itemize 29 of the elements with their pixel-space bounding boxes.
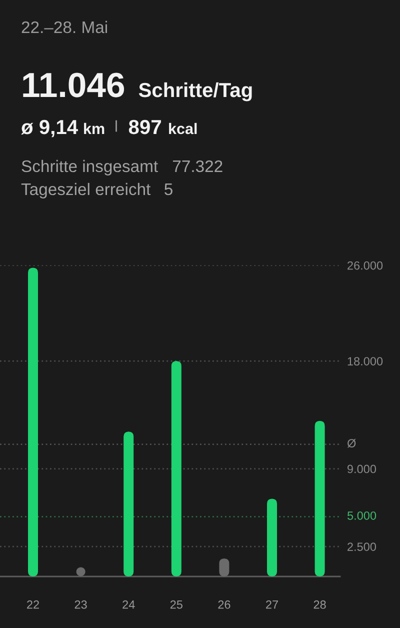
text: ø 9,14 xyxy=(21,120,78,138)
ref-line-label: 5.000 xyxy=(347,511,376,520)
bar xyxy=(28,268,38,576)
x-tick-label: 26 xyxy=(218,600,230,609)
text: 77.322 xyxy=(172,160,222,172)
text: Schritte insgesamt xyxy=(22,160,158,176)
ref-line-label: Ø xyxy=(347,438,356,448)
bar xyxy=(314,420,325,576)
text: kcal xyxy=(169,122,197,134)
y-tick-label: 18.000 xyxy=(348,357,383,366)
bar xyxy=(171,361,182,576)
text: km xyxy=(84,122,104,134)
text: Schritte/Tag xyxy=(138,82,252,102)
text: 5 xyxy=(164,184,172,196)
x-tick-label: 25 xyxy=(170,600,182,609)
x-tick-label: 23 xyxy=(74,600,87,609)
x-tick-label: 27 xyxy=(266,600,278,609)
text: Tagesziel erreicht xyxy=(21,182,151,198)
y-tick-label: 26.000 xyxy=(348,261,383,270)
x-tick-label: 24 xyxy=(122,600,135,609)
y-tick-label: 2.500 xyxy=(348,542,376,551)
text: 11.046 xyxy=(23,72,124,98)
chart-title: 22.–28. Mai xyxy=(22,20,107,34)
bar xyxy=(124,432,134,576)
text: 897 xyxy=(128,120,161,134)
x-tick-label: 28 xyxy=(314,600,326,609)
bar xyxy=(267,498,277,576)
x-tick-label: 22 xyxy=(27,600,39,609)
y-tick-label: 9.000 xyxy=(348,464,376,474)
